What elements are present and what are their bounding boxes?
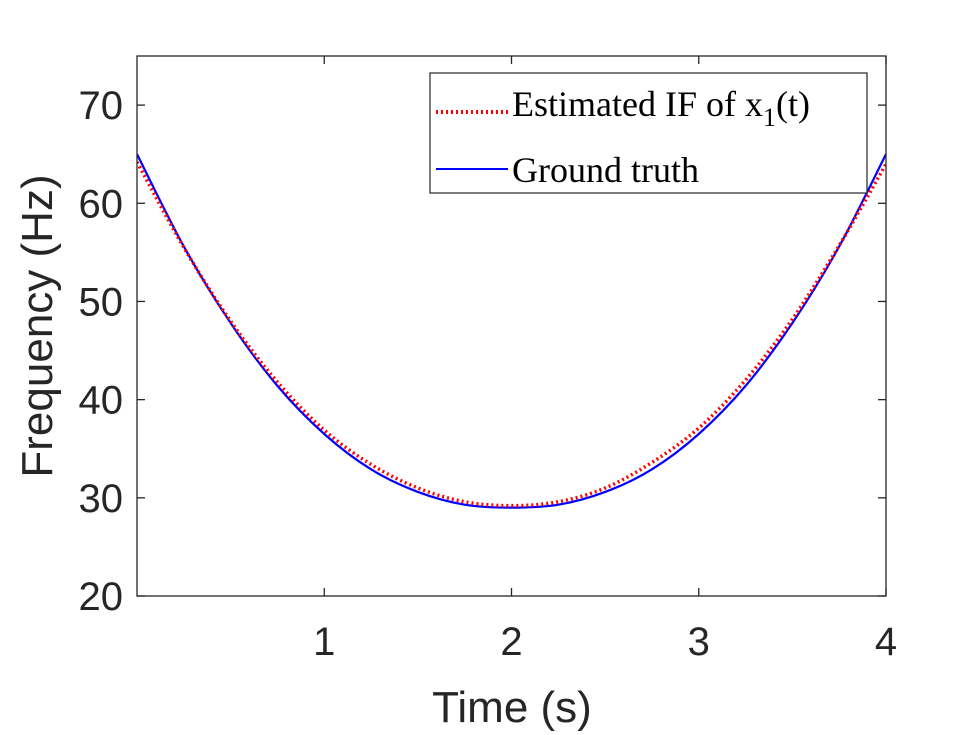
legend-label-estimated: Estimated IF of x1(t): [512, 84, 810, 132]
y-tick-label: 70: [79, 84, 124, 128]
x-tick-label: 4: [875, 620, 897, 664]
x-tick-label: 2: [500, 620, 522, 664]
y-tick-label: 30: [79, 477, 124, 521]
y-tick-label: 40: [79, 379, 124, 423]
series-layer: [137, 153, 886, 509]
legend-label-estimated-tail: (t): [776, 84, 810, 124]
x-tick-label: 3: [688, 620, 710, 664]
legend-label-estimated-main: Estimated IF of x: [512, 84, 763, 124]
series-line-ground-truth: [137, 153, 886, 509]
x-axis-title: Time (s): [432, 683, 592, 732]
series-line-estimated: [137, 161, 886, 508]
y-tick-label: 20: [79, 575, 124, 619]
legend-label-ground-truth: Ground truth: [512, 150, 699, 190]
legend-box: [429, 72, 868, 194]
legend: Estimated IF of x1(t) Ground truth: [429, 72, 868, 194]
ticks-layer: 1 2 3 4 20 30 40 50 60 70: [79, 56, 897, 664]
y-tick-label: 50: [79, 280, 124, 324]
y-axis-title: Frequency (Hz): [13, 174, 62, 477]
x-tick-label: 1: [313, 620, 335, 664]
legend-label-estimated-sub: 1: [763, 103, 776, 132]
y-tick-label: 60: [79, 182, 124, 226]
